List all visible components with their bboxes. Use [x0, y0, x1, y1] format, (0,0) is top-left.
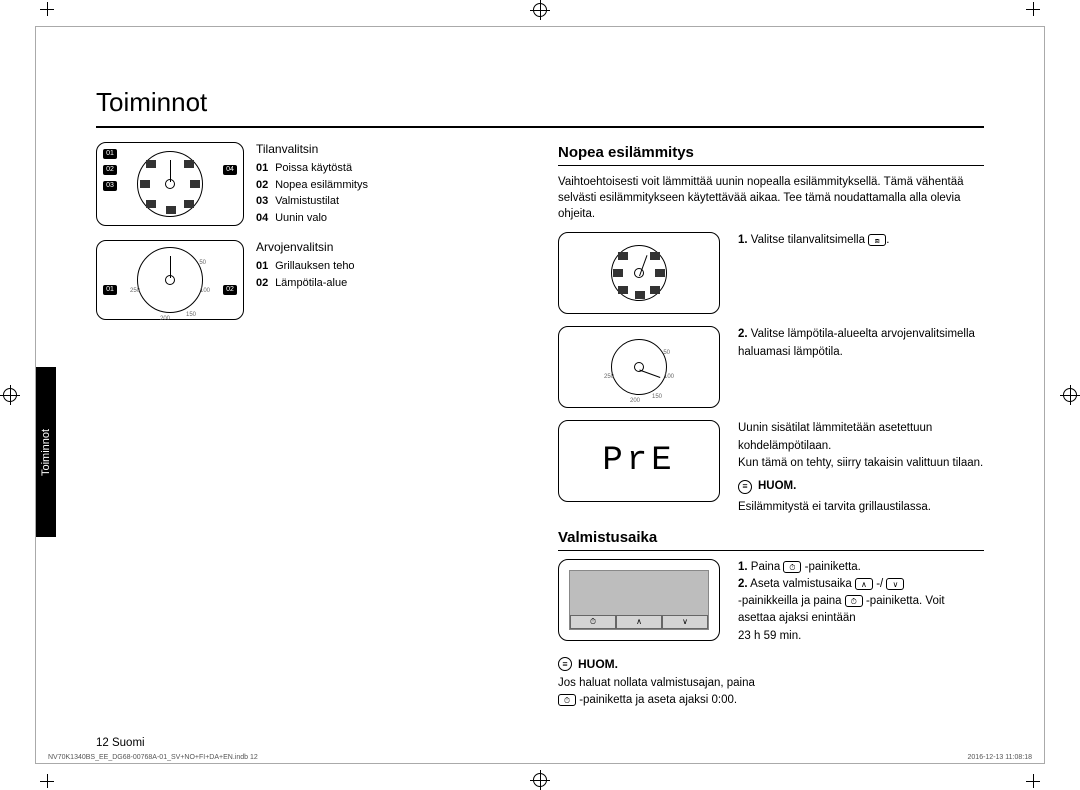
tick: 200 [630, 398, 640, 404]
ct-2c: -painikkeilla ja paina [738, 595, 842, 607]
mode-lbl-02: Nopea esilämmitys [275, 179, 368, 191]
preheat-note: Esilämmitystä ei tarvita grillaustilassa… [738, 499, 984, 516]
panel-up-icon: ∧ [616, 615, 662, 629]
callout-v01: 01 [103, 285, 117, 295]
preheat-step2-text: Valitse lämpötila-alueelta arvojenvalits… [738, 328, 975, 357]
clock-inline-icon-2: ⏱ [845, 595, 863, 607]
note-icon: ≡ [558, 657, 572, 671]
title-rule [96, 126, 984, 128]
mode-lbl-04: Uunin valo [275, 212, 327, 224]
mode-dial [137, 151, 203, 217]
tick: 100 [664, 374, 674, 380]
value-selector-desc: Arvojenvalitsin 01 Grillauksen teho 02 L… [256, 240, 355, 320]
ct-1a: Paina [751, 561, 780, 573]
tick: 50 [663, 350, 670, 356]
callout-03: 03 [103, 181, 117, 191]
preheat-step3a: Uunin sisätilat lämmitetään asetettuun k… [738, 420, 984, 455]
preheat-display-figure: PrE [558, 420, 720, 502]
callout-01: 01 [103, 149, 117, 159]
panel-clock-icon: ⏱ [570, 615, 616, 629]
mode-lbl-03: Valmistustilat [275, 195, 339, 207]
mode-num-04: 04 [256, 210, 272, 227]
ct-1b: -painiketta. [805, 561, 861, 573]
note-icon: ≡ [738, 480, 752, 494]
tick: 150 [186, 312, 196, 318]
cooktime-heading: Valmistusaika [558, 529, 984, 551]
val-lbl-02: Lämpötila-alue [275, 277, 347, 289]
mode-selector-figure: 01 02 03 04 [96, 142, 244, 226]
preheat-step1-text: Valitse tilanvalitsimella [751, 234, 865, 246]
tick: 250 [130, 288, 140, 294]
side-tab: Toiminnot [36, 367, 56, 537]
mode-num-02: 02 [256, 177, 272, 194]
preheat-step1: 1. Valitse tilanvalitsimella ⧈. [738, 232, 984, 249]
note-label: HUOM. [758, 478, 796, 495]
page-footer: 12 Suomi [96, 737, 145, 749]
callout-02: 02 [103, 165, 117, 175]
page-frame: Toiminnot Toiminnot [35, 26, 1045, 764]
seven-seg-display: PrE [602, 442, 675, 480]
cooktime-note: Jos haluat nollata valmistusajan, paina … [558, 675, 984, 710]
up-inline-icon: ∧ [855, 578, 873, 590]
value-selector-figure: 50 100 150 200 250 01 02 [96, 240, 244, 320]
display-panel: ⏱ ∧ ∨ [569, 570, 709, 630]
right-column: Nopea esilämmitys Vaihtoehtoisesti voit … [558, 142, 984, 709]
ct-2e: 23 h 59 min. [738, 628, 984, 645]
preheat-step3b: Kun tämä on tehty, siirry takaisin valit… [738, 455, 984, 472]
imprint-right: 2016-12-13 11:08:18 [968, 754, 1032, 761]
value-dial: 50 100 150 200 250 [137, 247, 203, 313]
cooktime-figure: ⏱ ∧ ∨ [558, 559, 720, 641]
val-lbl-01: Grillauksen teho [275, 260, 355, 272]
imprint-left: NV70K1340BS_EE_DG68-00768A-01_SV+NO+FI+D… [48, 754, 258, 761]
tick: 100 [200, 288, 210, 294]
preheat-intro: Vaihtoehtoisesti voit lämmittää uunin no… [558, 174, 984, 222]
imprint: NV70K1340BS_EE_DG68-00768A-01_SV+NO+FI+D… [48, 754, 1032, 761]
preheat-heading: Nopea esilämmitys [558, 144, 984, 166]
preheat-step3: Uunin sisätilat lämmitetään asetettuun k… [738, 420, 984, 516]
mode-num-01: 01 [256, 160, 272, 177]
callout-04: 04 [223, 165, 237, 175]
tick: 250 [604, 374, 614, 380]
val-num-02: 02 [256, 275, 272, 292]
left-column: 01 02 03 04 Tilanvalitsin 01 Poissa käyt… [96, 142, 522, 709]
ct-note-b: -painiketta ja aseta ajaksi 0:00. [579, 694, 737, 706]
ct-2a: Aseta valmistusaika [750, 578, 852, 590]
panel-down-icon: ∨ [662, 615, 708, 629]
value-heading: Arvojenvalitsin [256, 240, 355, 254]
clock-inline-icon: ⏱ [783, 561, 801, 573]
mode-lbl-01: Poissa käytöstä [275, 162, 352, 174]
ct-2b: -/ [876, 578, 883, 590]
mode-heading: Tilanvalitsin [256, 142, 368, 156]
tick: 50 [199, 260, 206, 266]
preheat-step2-figure: 50 100 150 200 250 [558, 326, 720, 408]
ct-note-a: Jos haluat nollata valmistusajan, paina [558, 677, 755, 689]
preheat-step1-figure [558, 232, 720, 314]
down-inline-icon: ∨ [886, 578, 904, 590]
mode-num-03: 03 [256, 193, 272, 210]
callout-v02: 02 [223, 285, 237, 295]
cooktime-steps: 1. Paina ⏱ -painiketta. 2. Aseta valmist… [738, 559, 984, 645]
preheat-step2: 2. Valitse lämpötila-alueelta arvojenval… [738, 326, 984, 361]
mode-inline-icon: ⧈ [868, 234, 886, 246]
val-num-01: 01 [256, 258, 272, 275]
content-area: Toiminnot [96, 87, 984, 733]
tick: 200 [160, 316, 170, 322]
clock-inline-icon-3: ⏱ [558, 694, 576, 706]
tick: 150 [652, 394, 662, 400]
page-title: Toiminnot [96, 87, 984, 118]
mode-selector-desc: Tilanvalitsin 01 Poissa käytöstä 02 Nope… [256, 142, 368, 226]
note-label-2: HUOM. [578, 657, 618, 671]
